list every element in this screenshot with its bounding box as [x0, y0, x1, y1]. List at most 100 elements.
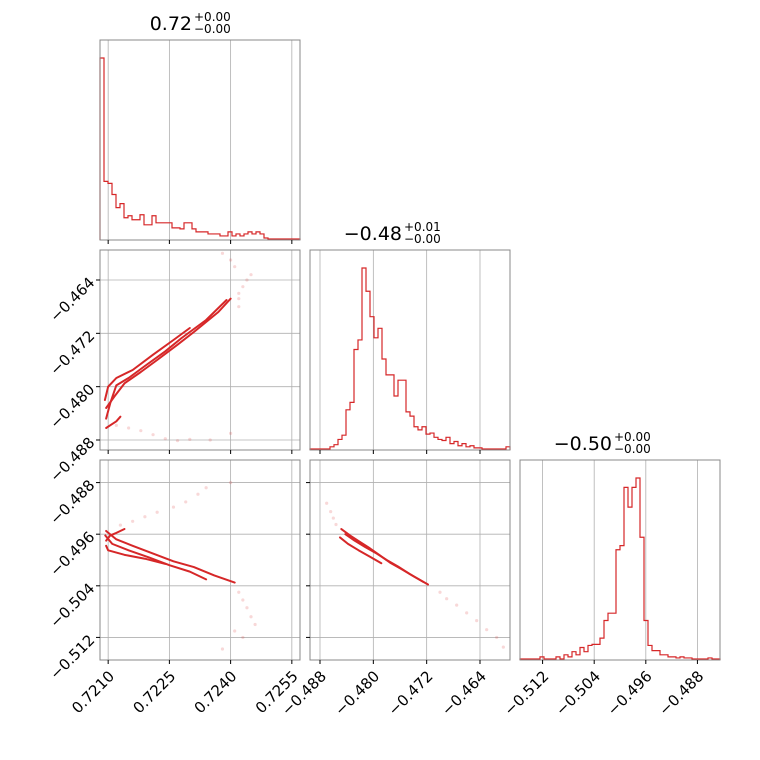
title-error-minus: −0.00	[404, 232, 441, 246]
panel-border	[309, 459, 511, 661]
histogram-title: −0.50 +0.00−0.00	[554, 430, 651, 456]
histogram-step	[99, 57, 301, 240]
sample-point	[241, 635, 245, 640]
scatter-content	[325, 501, 505, 649]
density-contour	[339, 536, 383, 565]
x-tick-label: −0.512	[500, 667, 552, 719]
sample-point	[445, 597, 449, 601]
title-value: −0.48	[344, 223, 402, 245]
panel-border	[309, 249, 511, 451]
x-tick-label: −0.480	[331, 667, 383, 719]
sample-point	[237, 305, 241, 309]
sample-point	[204, 486, 208, 490]
panel-background	[310, 460, 510, 660]
histogram-panel-3: −0.50 +0.00−0.00	[519, 430, 721, 664]
x-tick-label: −0.496	[604, 667, 656, 719]
sample-point	[485, 628, 489, 632]
x-tick-label: 0.7210	[68, 667, 118, 717]
sample-point	[253, 622, 257, 627]
sample-point	[233, 629, 237, 633]
sample-point	[126, 426, 131, 430]
sample-point	[229, 480, 233, 485]
sample-point	[475, 619, 479, 623]
density-contour	[105, 544, 167, 565]
density-contour	[103, 327, 191, 401]
sample-point	[114, 423, 118, 427]
y-tick-label: −0.480	[46, 380, 98, 432]
y-tick-label: −0.496	[46, 528, 98, 580]
sample-point	[241, 285, 245, 289]
panel-background	[100, 250, 300, 450]
density-contour	[105, 529, 236, 584]
x-tick-label: −0.464	[438, 667, 490, 719]
x-tick-label: −0.472	[385, 667, 437, 719]
sample-point	[118, 523, 123, 527]
sample-point	[237, 297, 241, 301]
sample-point	[249, 273, 253, 277]
sample-point	[245, 278, 249, 282]
sample-point	[233, 265, 237, 269]
panel-border	[99, 459, 301, 661]
y-tick-label: −0.472	[46, 327, 98, 379]
sample-point	[229, 258, 233, 262]
panel-border	[99, 39, 301, 241]
histogram-panel-2: −0.48 +0.01−0.00	[309, 220, 511, 454]
sample-point	[175, 439, 180, 443]
density-contour	[104, 534, 208, 581]
title-error-plus: +0.01	[404, 220, 441, 234]
sample-point	[229, 431, 233, 435]
sample-point	[501, 645, 505, 649]
sample-point	[249, 615, 253, 619]
sample-point	[325, 501, 329, 505]
sample-point	[495, 635, 499, 640]
title-value: 0.72	[150, 13, 192, 35]
sample-point	[220, 251, 225, 255]
sample-point	[334, 522, 338, 527]
density-contour	[344, 533, 425, 583]
sample-point	[151, 433, 155, 437]
sample-point	[143, 515, 147, 519]
y-tick-label: −0.488	[46, 434, 98, 486]
scatter-panel-2	[96, 459, 301, 664]
sample-point	[184, 500, 188, 504]
panel-background	[520, 460, 720, 660]
sample-point	[139, 429, 143, 433]
x-tick-label: −0.504	[552, 667, 604, 719]
sample-point	[220, 647, 225, 651]
sample-point	[131, 519, 135, 523]
y-tick-label: −0.504	[46, 579, 98, 631]
sample-point	[188, 437, 192, 441]
sample-point	[331, 516, 335, 520]
sample-point	[155, 510, 159, 514]
panel-border	[519, 459, 721, 661]
sample-point	[171, 505, 176, 509]
y-tick-label: −0.488	[46, 476, 98, 528]
panel-background	[100, 40, 300, 240]
sample-point	[237, 291, 241, 295]
y-tick-label: −0.512	[46, 631, 98, 683]
title-error-minus: −0.00	[194, 22, 231, 36]
x-tick-label: −0.488	[655, 667, 707, 719]
panel-border	[99, 249, 301, 451]
histogram-title: −0.48 +0.01−0.00	[344, 220, 441, 246]
sample-point	[465, 611, 469, 615]
title-error-minus: −0.00	[614, 442, 651, 456]
density-contour	[105, 297, 232, 409]
sample-point	[196, 492, 200, 496]
density-contour	[105, 415, 122, 429]
scatter-content	[103, 251, 253, 443]
title-value: −0.50	[554, 433, 612, 455]
histogram-panel-1: 0.72 +0.00−0.00	[99, 10, 301, 244]
histogram-step	[519, 477, 721, 660]
density-contour	[105, 299, 228, 420]
title-error-plus: +0.00	[614, 430, 651, 444]
histogram-title: 0.72 +0.00−0.00	[150, 10, 231, 36]
x-tick-label: 0.7240	[191, 667, 241, 717]
sample-point	[241, 598, 245, 602]
x-tick-label: 0.7225	[129, 667, 179, 717]
sample-point	[208, 438, 212, 442]
scatter-panel-3	[306, 459, 511, 664]
density-contour	[105, 528, 126, 542]
panel-background	[100, 460, 300, 660]
